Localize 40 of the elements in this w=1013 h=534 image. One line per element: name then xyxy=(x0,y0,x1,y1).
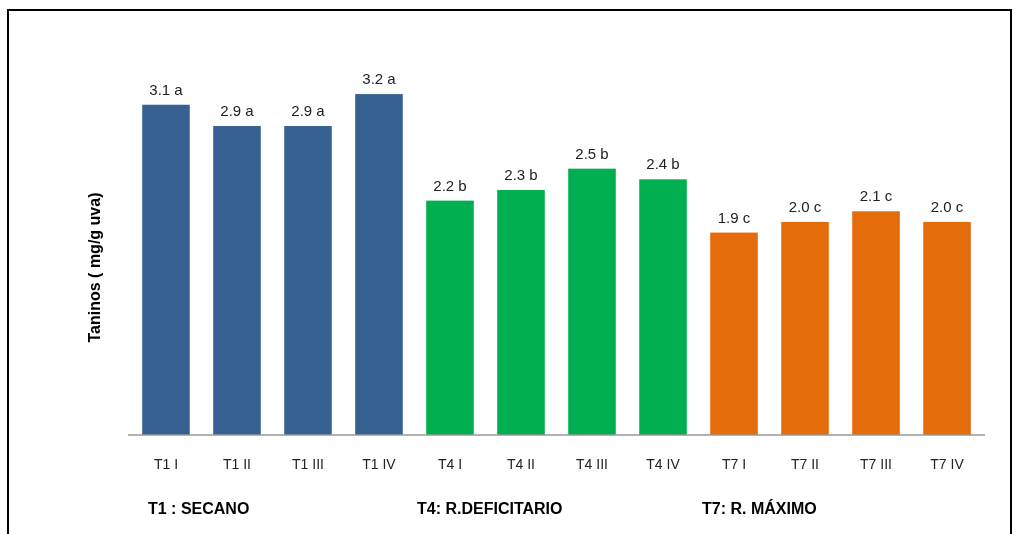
bar xyxy=(213,126,261,435)
data-label: 1.9 c xyxy=(717,208,751,226)
text: T1 : SECANO xyxy=(148,500,250,517)
y-axis-title: Taninos ( mg/g uva) xyxy=(86,192,103,343)
data-label: 2.1 c xyxy=(859,187,893,205)
bar xyxy=(426,200,474,435)
x-tick-label: T4 I xyxy=(437,456,463,472)
data-label: 2.3 b xyxy=(504,165,538,183)
x-tick-label: T7 III xyxy=(860,456,892,472)
data-label: 2.5 b xyxy=(575,144,609,162)
bar xyxy=(923,221,971,435)
data-label: 2.9 a xyxy=(220,102,255,120)
x-tick-label: T1 IV xyxy=(362,456,397,472)
x-tick-label: T4 III xyxy=(576,456,608,472)
data-label: 2.2 b xyxy=(433,176,467,194)
x-tick-label: T4 IV xyxy=(646,456,681,472)
data-label: 3.1 a xyxy=(149,80,184,98)
x-tick-label: T4 II xyxy=(506,456,536,472)
x-tick-label: T7 IV xyxy=(930,456,965,472)
data-label: 2.0 c xyxy=(788,197,822,215)
bar xyxy=(568,168,616,435)
data-label: 3.2 a xyxy=(362,70,397,88)
bar xyxy=(355,94,403,435)
bar xyxy=(142,104,190,435)
data-label: 2.4 b xyxy=(646,155,680,173)
x-tick-label: T7 II xyxy=(791,456,820,472)
bar xyxy=(284,126,332,435)
bar xyxy=(710,232,758,435)
x-tick-label: T1 III xyxy=(292,456,324,472)
data-label: 2.0 c xyxy=(930,197,964,215)
bar xyxy=(852,211,900,435)
bar xyxy=(781,221,829,435)
bar xyxy=(639,179,687,435)
text: T4: R.DEFICITARIO xyxy=(417,500,563,517)
bar xyxy=(497,189,545,435)
text: T7: R. MÁXIMO xyxy=(702,499,817,517)
x-tick-label: T1 II xyxy=(222,456,251,472)
data-label: 2.9 a xyxy=(291,102,326,120)
x-tick-label: T1 I xyxy=(153,456,179,472)
x-tick-label: T7 I xyxy=(721,456,747,472)
